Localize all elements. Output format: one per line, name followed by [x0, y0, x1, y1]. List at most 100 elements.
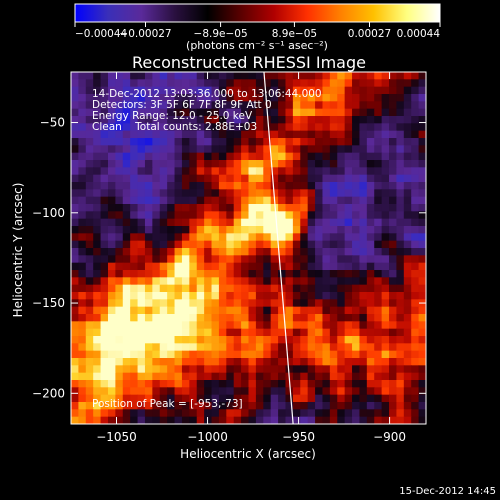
heatmap-cell: [100, 196, 109, 205]
heatmap-cell: [137, 306, 146, 315]
heatmap-cell: [418, 152, 426, 161]
heatmap-cell: [144, 174, 153, 183]
heatmap-cell: [322, 328, 331, 337]
heatmap-cell: [278, 145, 287, 154]
heatmap-cell: [167, 328, 176, 337]
heatmap-cell: [411, 196, 420, 205]
heatmap-cell: [248, 343, 257, 352]
heatmap-cell: [152, 72, 161, 80]
heatmap-cell: [418, 365, 426, 374]
heatmap-cell: [144, 372, 153, 381]
heatmap-cell: [292, 152, 301, 161]
heatmap-cell: [255, 116, 264, 124]
heatmap-cell: [233, 123, 242, 132]
heatmap-cell: [411, 101, 420, 110]
heatmap-cell: [300, 350, 309, 359]
heatmap-cell: [285, 284, 294, 293]
heatmap-cell: [122, 174, 131, 183]
heatmap-cell: [218, 189, 227, 198]
heatmap-cell: [167, 240, 176, 249]
heatmap-cell: [396, 189, 405, 198]
heatmap-cell: [344, 189, 353, 198]
heatmap-cell: [85, 336, 94, 344]
heatmap-cell: [411, 328, 420, 337]
heatmap-cell: [352, 343, 361, 352]
heatmap-cell: [241, 277, 250, 286]
heatmap-cell: [285, 306, 294, 315]
heatmap-cell: [344, 108, 353, 117]
chart-title: Reconstructed RHESSI Image: [132, 53, 366, 72]
heatmap-cell: [174, 402, 183, 410]
heatmap-cell: [93, 94, 102, 102]
heatmap-cell: [204, 321, 213, 330]
heatmap-cell: [218, 116, 227, 124]
heatmap-cell: [218, 387, 227, 396]
heatmap-cell: [211, 94, 220, 102]
heatmap-cell: [307, 167, 316, 176]
heatmap-cell: [285, 123, 294, 132]
heatmap-cell: [144, 72, 153, 80]
heatmap-cell: [307, 262, 316, 271]
heatmap-cell: [307, 314, 316, 322]
heatmap-cell: [196, 350, 205, 359]
heatmap-cell: [263, 130, 272, 139]
heatmap-cell: [218, 365, 227, 374]
heatmap-cell: [211, 292, 220, 300]
heatmap-cell: [78, 416, 87, 424]
heatmap-cell: [285, 350, 294, 359]
heatmap-cell: [300, 277, 309, 286]
heatmap-cell: [411, 284, 420, 293]
heatmap-cell: [278, 204, 287, 212]
heatmap-cell: [263, 270, 272, 278]
heatmap-cell: [107, 255, 116, 264]
heatmap-cell: [196, 402, 205, 410]
heatmap-cell: [315, 152, 324, 161]
heatmap-cell: [130, 306, 139, 315]
heatmap-cell: [167, 182, 176, 190]
heatmap-cell: [389, 350, 398, 359]
heatmap-cell: [233, 284, 242, 293]
heatmap-cell: [218, 416, 227, 424]
heatmap-cell: [315, 248, 324, 256]
heatmap-cell: [107, 211, 116, 220]
heatmap-cell: [144, 350, 153, 359]
heatmap-cell: [389, 372, 398, 381]
heatmap-cell: [85, 218, 94, 227]
heatmap-cell: [322, 108, 331, 117]
heatmap-cell: [100, 204, 109, 212]
heatmap-cell: [196, 306, 205, 315]
heatmap-cell: [144, 94, 153, 102]
heatmap-cell: [181, 79, 190, 88]
heatmap-cell: [366, 233, 375, 242]
heatmap-cell: [270, 277, 279, 286]
heatmap-cell: [122, 299, 131, 308]
heatmap-cell: [337, 86, 346, 95]
heatmap-cell: [100, 233, 109, 242]
heatmap-cell: [248, 79, 257, 88]
heatmap-cell: [211, 86, 220, 95]
heatmap-cell: [352, 240, 361, 249]
heatmap-cell: [322, 262, 331, 271]
heatmap-cell: [167, 336, 176, 344]
heatmap-cell: [300, 284, 309, 293]
heatmap-cell: [255, 167, 264, 176]
heatmap-cell: [181, 218, 190, 227]
heatmap-cell: [300, 108, 309, 117]
heatmap-cell: [270, 372, 279, 381]
heatmap-cell: [381, 365, 390, 374]
heatmap-cell: [344, 380, 353, 388]
heatmap-cell: [352, 380, 361, 388]
heatmap-cell: [322, 130, 331, 139]
heatmap-cell: [196, 116, 205, 124]
heatmap-cell: [196, 108, 205, 117]
heatmap-cell: [285, 196, 294, 205]
heatmap-cell: [270, 306, 279, 315]
heatmap-cell: [137, 101, 146, 110]
heatmap-cell: [307, 189, 316, 198]
heatmap-cell: [403, 72, 412, 80]
heatmap-cell: [292, 358, 301, 366]
heatmap-cell: [248, 255, 257, 264]
heatmap-cell: [241, 255, 250, 264]
heatmap-cell: [204, 94, 213, 102]
